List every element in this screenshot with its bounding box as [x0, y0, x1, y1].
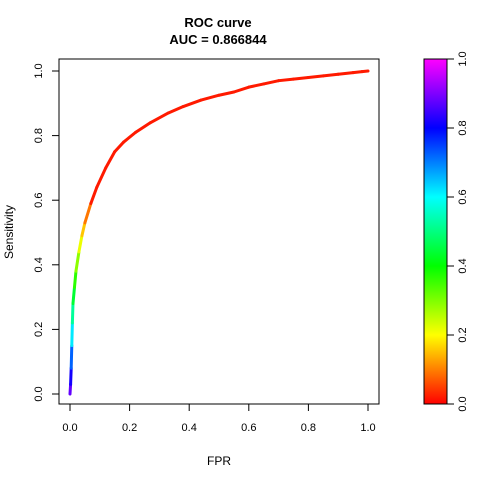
- x-tick-label: 1.0: [360, 422, 375, 434]
- roc-curve-segment: [360, 69, 370, 74]
- roc-curve-segment: [217, 90, 236, 97]
- plot-frame: [58, 58, 380, 405]
- roc-curve-segment: [122, 130, 138, 144]
- roc-curve-segment: [69, 366, 73, 386]
- roc-curve-segment: [83, 201, 93, 225]
- roc-curve-segment: [71, 285, 76, 306]
- chart-title: ROC curve: [184, 15, 251, 30]
- roc-curve-segment: [89, 185, 99, 205]
- roc-curve-segment: [148, 111, 170, 125]
- roc-curve-segment: [181, 98, 203, 109]
- roc-curve-segment: [70, 321, 74, 348]
- roc-curve-segment: [69, 344, 74, 370]
- roc-curve-segment: [104, 150, 117, 170]
- y-tick-label: 0.2: [33, 322, 45, 337]
- x-tick-label: 0.6: [241, 422, 256, 434]
- y-axis-label: Sensitivity: [2, 205, 16, 259]
- roc-curve-segment: [70, 302, 75, 325]
- roc-curve-segment: [134, 121, 152, 134]
- roc-curve: [68, 69, 370, 396]
- colorbar-ticks: 0.0 0.2 0.4 0.6 0.8 1.0: [447, 51, 469, 412]
- colorbar-tick-label: 0.8: [457, 120, 469, 135]
- colorbar-tick-label: 0.6: [457, 189, 469, 204]
- x-axis-label: FPR: [207, 454, 231, 468]
- x-tick-label: 0.0: [62, 422, 77, 434]
- colorbar-tick-label: 0.2: [457, 327, 469, 342]
- roc-curve-segment: [95, 166, 108, 189]
- y-tick-label: 0.6: [33, 193, 45, 208]
- roc-curve-segment: [262, 79, 281, 86]
- roc-curve-segment: [199, 93, 221, 102]
- x-tick-label: 0.8: [301, 422, 316, 434]
- x-tick-label: 0.2: [122, 422, 137, 434]
- roc-curve-segment: [292, 75, 310, 81]
- roc-curve-segment: [306, 74, 325, 79]
- chart-subtitle: AUC = 0.866844: [169, 32, 267, 47]
- roc-curve-segment: [247, 82, 266, 89]
- roc-curve-segment: [74, 250, 81, 273]
- colorbar-frame: [423, 58, 448, 405]
- colorbar: [424, 59, 447, 404]
- colorbar-tick-label: 0.4: [457, 258, 469, 273]
- x-tick-label: 0.4: [182, 422, 197, 434]
- y-tick-label: 0.0: [33, 386, 45, 401]
- roc-curve-segment: [68, 382, 73, 396]
- roc-curve-segment: [166, 105, 185, 115]
- colorbar-tick-label: 1.0: [457, 51, 469, 66]
- roc-curve-segment: [336, 71, 355, 76]
- colorbar-tick-label: 0.0: [457, 396, 469, 411]
- roc-curve-segment: [77, 234, 84, 254]
- roc-curve-segment: [321, 72, 340, 78]
- y-tick-label: 1.0: [33, 63, 45, 78]
- roc-curve-segment: [277, 77, 295, 83]
- y-tick-label: 0.4: [33, 257, 45, 272]
- axis-ticks: 0.0 0.2 0.4 0.6 0.8 1.0 0.0 0.2 0.4 0.6 0.8 1.0: [33, 63, 376, 434]
- roc-curve-segment: [72, 269, 78, 289]
- roc-curve-segment: [113, 140, 126, 154]
- roc-curve-segment: [80, 221, 87, 238]
- roc-curve-segment: [232, 85, 251, 94]
- y-tick-label: 0.8: [33, 128, 45, 143]
